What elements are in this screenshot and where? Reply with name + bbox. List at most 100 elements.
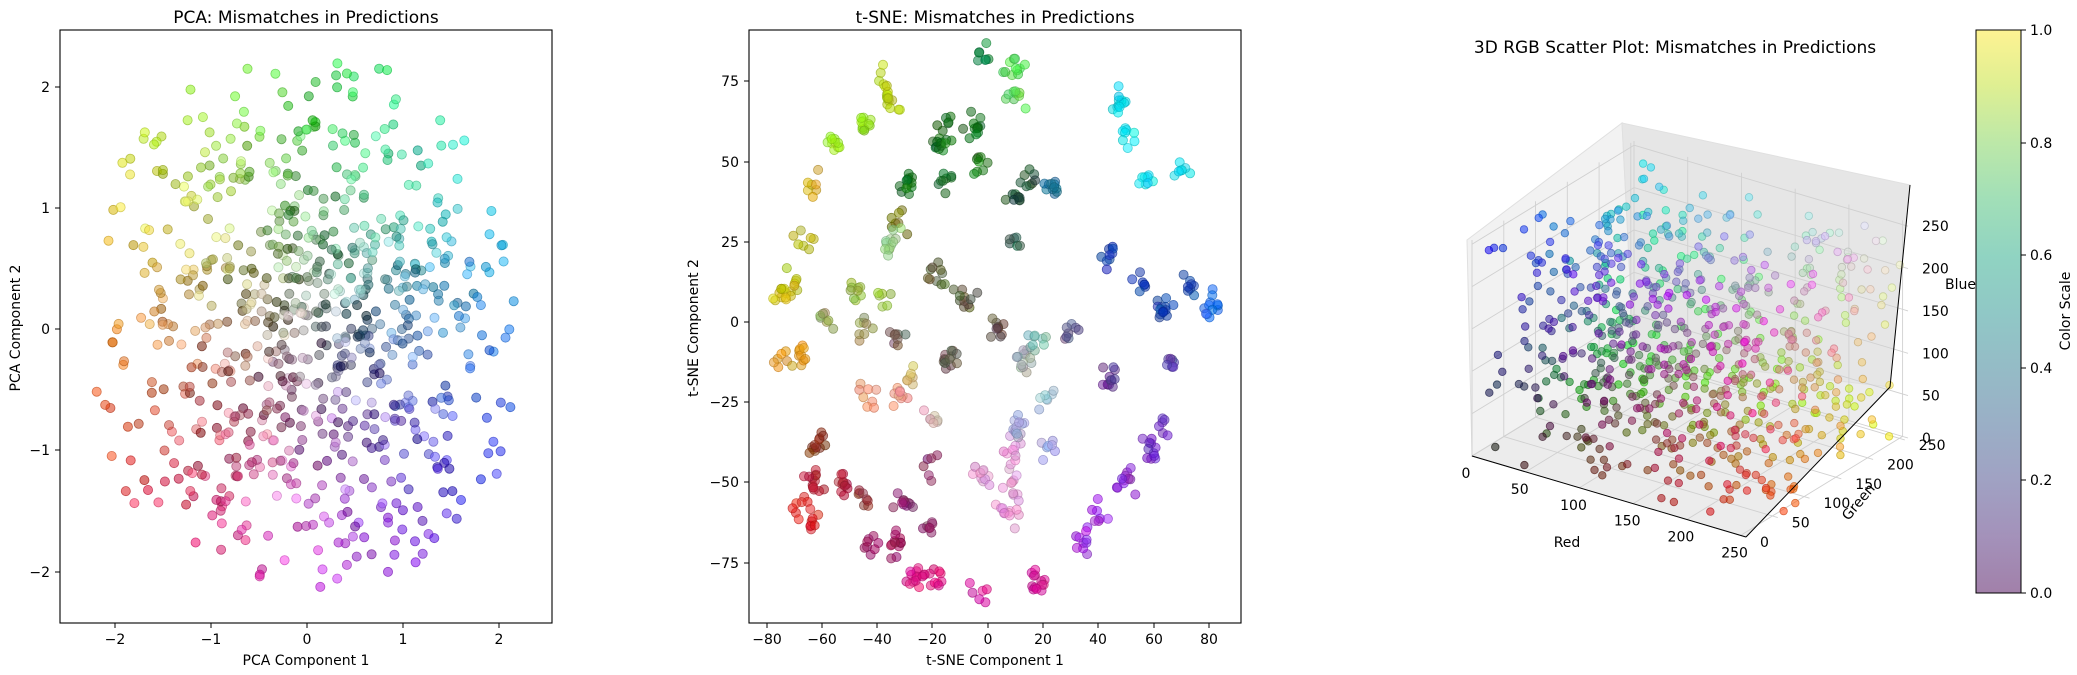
pca-point <box>194 395 205 406</box>
rgb3d-point <box>1757 475 1766 485</box>
colorbar-frame <box>1975 29 2022 594</box>
rgb3d-point <box>1662 318 1672 327</box>
tsne-point <box>997 482 1008 493</box>
rgb3d-point <box>1719 322 1728 332</box>
pca-point <box>223 427 234 438</box>
tsne-point <box>1071 542 1082 553</box>
pca-point <box>380 274 391 285</box>
pca-point <box>185 84 196 95</box>
rgb3d-point <box>1549 222 1558 231</box>
pca-point <box>319 230 330 241</box>
pca-point <box>403 484 414 495</box>
pca-point <box>195 162 206 173</box>
rgb3d-point <box>1647 330 1656 339</box>
rgb3d-point <box>1686 471 1695 480</box>
rgb3d-point <box>1656 225 1666 234</box>
rgb3d-point <box>1813 347 1822 356</box>
pca-point <box>248 469 259 480</box>
rgb3d-point <box>1537 351 1547 360</box>
pca-point <box>414 345 425 356</box>
rgb3d-point <box>1594 329 1603 338</box>
pca-point <box>374 368 385 379</box>
pca-point <box>149 306 160 317</box>
pca-point <box>349 222 360 233</box>
pca-point <box>301 124 312 135</box>
pca-point <box>159 445 170 456</box>
rgb3d-point <box>1878 292 1888 301</box>
tsne-point <box>1010 63 1021 74</box>
pca-point <box>410 267 421 278</box>
rgb3d-point <box>1633 212 1642 221</box>
rgb3d-point <box>1790 296 1799 305</box>
pca-point <box>291 261 302 272</box>
rgb3d-point <box>1586 455 1595 464</box>
pca-point <box>136 312 147 323</box>
rgb3d-point <box>1634 350 1644 360</box>
pca-point <box>240 288 251 299</box>
rgb3d-point <box>1519 225 1529 234</box>
rgb3d-gridline <box>1632 404 1796 504</box>
rgb3d-point <box>1708 390 1717 399</box>
rgb3d-point <box>1607 259 1616 268</box>
rgb3d-point <box>1741 430 1750 439</box>
rgb3d-point <box>1723 390 1732 400</box>
rgb3d-point <box>1703 371 1712 381</box>
rgb3d-point <box>1802 328 1811 337</box>
pca-point <box>358 325 369 336</box>
tsne-point <box>897 497 908 508</box>
pca-point <box>276 422 287 433</box>
rgb3d-tick-label: 150 <box>1614 514 1641 530</box>
rgb3d-point <box>1777 355 1786 364</box>
pca-point <box>324 517 335 528</box>
pca-point <box>232 471 243 482</box>
tsne-point <box>998 446 1009 457</box>
pca-point <box>248 267 259 278</box>
pca-point <box>350 521 361 532</box>
rgb3d-point <box>1827 348 1836 357</box>
pca-point <box>328 429 339 440</box>
rgb3d-point <box>1741 470 1750 480</box>
rgb3d-point <box>1592 262 1602 272</box>
rgb3d-point <box>1759 317 1768 326</box>
tsne-point <box>894 386 905 397</box>
pca-point <box>381 341 392 352</box>
pca-point <box>438 487 449 498</box>
pca-point <box>369 409 380 420</box>
rgb3d-point <box>1644 365 1653 374</box>
pca-point <box>162 224 173 235</box>
pca-point <box>293 246 304 257</box>
pca-point <box>292 521 303 532</box>
pca-point <box>347 531 358 542</box>
pca-point <box>142 484 153 495</box>
tsne-point <box>793 514 804 525</box>
rgb3d-point <box>1643 243 1653 253</box>
rgb3d-point <box>1623 249 1632 259</box>
tsne-point <box>1038 454 1049 465</box>
pca-point <box>235 156 246 167</box>
rgb3d-point <box>1562 431 1571 441</box>
pca-point <box>279 200 290 211</box>
rgb3d-point <box>1837 262 1847 272</box>
tsne-point <box>981 584 992 595</box>
rgb3d-point <box>1698 191 1708 200</box>
colorbar-tick-label: 0.2 <box>2030 473 2052 489</box>
rgb3d-point <box>1791 434 1800 443</box>
tsne-point <box>964 578 975 589</box>
pca-point <box>226 376 237 387</box>
rgb3d-point <box>1538 432 1547 441</box>
tsne-point <box>981 38 992 49</box>
pca-point <box>287 354 298 365</box>
pca-point <box>354 237 365 248</box>
rgb3d-point <box>1599 397 1609 406</box>
pca-point <box>326 244 337 255</box>
pca-point <box>212 192 223 203</box>
rgb3d-point <box>1786 485 1795 494</box>
pca-point <box>341 308 352 319</box>
tsne-xtick-label: −80 <box>752 632 782 648</box>
rgb3d-point <box>1615 327 1624 336</box>
tsne-point <box>967 587 978 598</box>
rgb3d-point <box>1545 249 1554 259</box>
rgb3d-point <box>1651 311 1660 320</box>
pca-point <box>297 352 308 363</box>
rgb3d-point <box>1642 211 1651 221</box>
